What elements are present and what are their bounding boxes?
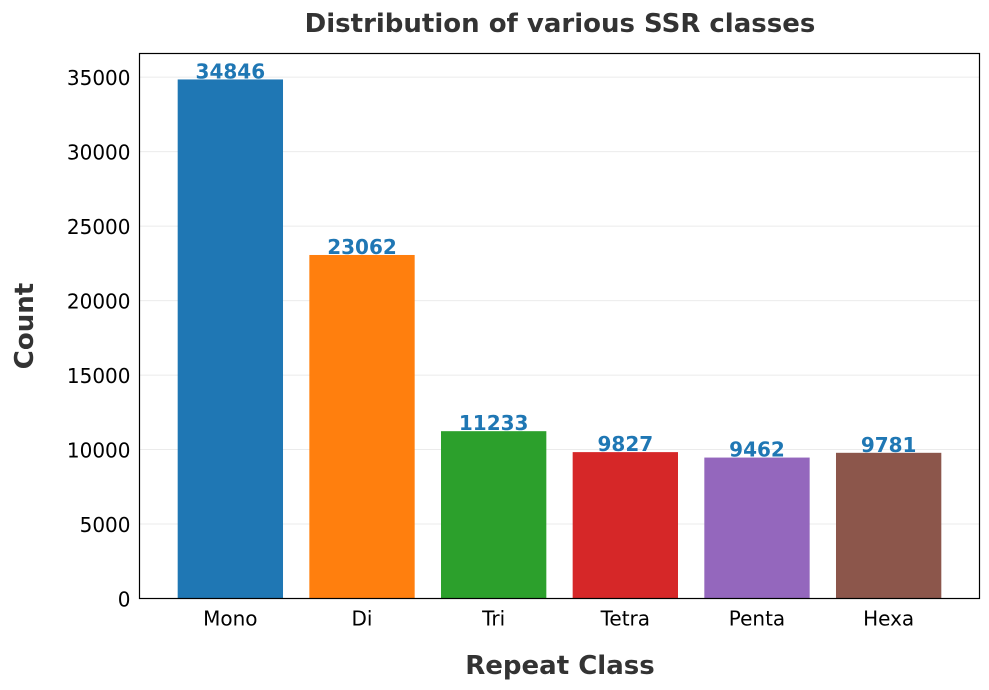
data-label: 23062 [327, 235, 397, 259]
y-tick-label: 10000 [67, 439, 131, 463]
y-tick-label: 20000 [67, 290, 131, 314]
x-tick-label: Penta [729, 607, 785, 631]
y-tick-label: 15000 [67, 364, 131, 388]
y-tick-label: 0 [118, 588, 131, 612]
bar-tri [441, 431, 547, 599]
data-label: 9462 [729, 438, 785, 462]
bar-di [309, 254, 415, 599]
y-tick-label: 5000 [80, 513, 131, 537]
x-tick-label: Tri [481, 607, 505, 631]
y-tick-label: 25000 [67, 215, 131, 239]
bar-hexa [835, 452, 942, 599]
y-tick-label: 30000 [67, 141, 131, 165]
x-tick-label: Mono [203, 607, 257, 631]
chart-title: Distribution of various SSR classes [305, 9, 816, 39]
x-tick-label: Tetra [600, 607, 650, 631]
x-tick-label: Hexa [863, 607, 914, 631]
bar-mono [177, 79, 284, 599]
plot-frame [138, 52, 981, 600]
data-label: 34846 [196, 59, 266, 83]
y-axis-label: Count [10, 283, 40, 369]
data-label: 9827 [597, 432, 653, 456]
x-tick-label: Di [352, 607, 373, 631]
x-axis-label: Repeat Class [465, 651, 654, 681]
bar-penta [704, 457, 810, 599]
data-label: 9781 [861, 433, 917, 457]
data-label: 11233 [459, 411, 529, 435]
y-tick-label: 35000 [67, 66, 131, 90]
bar-tetra [572, 452, 678, 599]
